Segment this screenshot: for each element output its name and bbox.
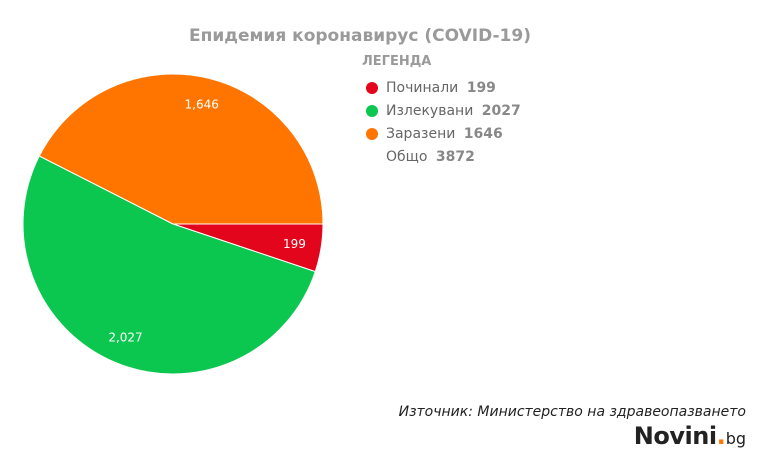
legend-total-label: Общо xyxy=(386,149,428,165)
legend-label: Излекувани xyxy=(386,103,474,119)
legend-item-recovered[interactable]: Излекувани 2027 xyxy=(362,100,521,122)
slice-label-infected: 1,646 xyxy=(185,97,219,111)
legend-item-infected[interactable]: Заразени 1646 xyxy=(362,123,521,145)
pie-slice-recovered[interactable] xyxy=(22,155,316,375)
legend: ЛЕГЕНДА Починали 199 Излекувани 2027 Зар… xyxy=(362,54,521,169)
logo-dot: . xyxy=(716,422,726,450)
legend-total: Общо 3872 xyxy=(362,146,521,168)
legend-dot-icon xyxy=(366,128,378,140)
logo-tld: bg xyxy=(725,429,746,448)
legend-dot-icon xyxy=(366,82,378,94)
chart-title: Епидемия коронавирус (COVID-19) xyxy=(188,26,531,46)
logo-main: Novini xyxy=(633,422,717,450)
legend-title: ЛЕГЕНДА xyxy=(362,54,432,69)
pie-slice-infected[interactable] xyxy=(38,73,324,225)
legend-dot-icon xyxy=(366,105,378,117)
legend-item-deaths[interactable]: Починали 199 xyxy=(362,77,521,99)
legend-value: 1646 xyxy=(463,126,503,142)
legend-total-value: 3872 xyxy=(435,149,475,165)
novini-logo[interactable]: Novini.bg xyxy=(634,422,746,450)
slice-label-deaths: 199 xyxy=(283,237,306,251)
pie-chart: 199 2,027 1,646 xyxy=(22,73,324,375)
legend-label: Заразени xyxy=(386,126,456,142)
slice-label-recovered: 2,027 xyxy=(108,330,142,344)
legend-label: Починали xyxy=(386,80,459,96)
legend-value: 2027 xyxy=(481,103,521,119)
legend-value: 199 xyxy=(466,80,496,96)
source-note: Източник: Министерство на здравеопазване… xyxy=(398,404,746,420)
